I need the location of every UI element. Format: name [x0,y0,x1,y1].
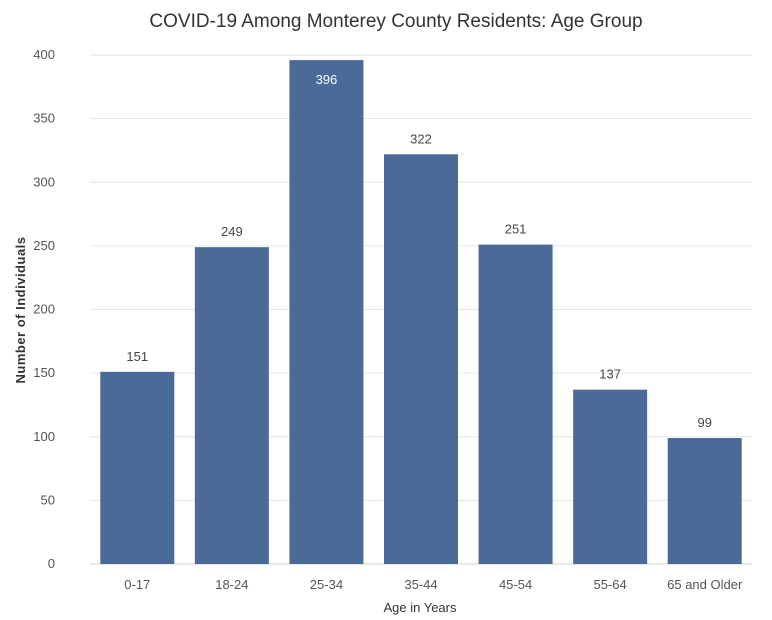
data-label: 249 [221,224,243,239]
y-tick-label: 400 [33,47,55,62]
x-tick-label: 0-17 [124,577,150,592]
data-label: 137 [599,367,621,382]
y-tick-label: 350 [33,111,55,126]
bar-25-34 [289,60,364,565]
axis-ticks: 0 50 100 150 200 250 300 350 400 0-17 18-24 25-34 35… [33,47,743,592]
y-axis-label: Number of Individuals [13,236,28,383]
y-tick-label: 0 [48,556,55,571]
bars [100,60,742,565]
x-tick-label: 45-54 [499,577,532,592]
x-tick-label: 25-34 [310,577,343,592]
data-label: 322 [410,131,432,146]
data-label: 151 [126,349,148,364]
y-tick-label: 50 [41,492,55,507]
data-label: 251 [505,222,527,237]
y-tick-label: 300 [33,174,55,189]
bar-65-and-older [667,438,742,564]
data-label: 99 [697,415,711,430]
x-tick-label: 55-64 [594,577,627,592]
data-label: 396 [316,72,338,87]
bar-35-44 [384,154,458,564]
y-tick-label: 100 [33,429,55,444]
x-axis-label: Age in Years [383,600,457,615]
x-tick-label: 18-24 [215,577,248,592]
y-tick-label: 250 [33,238,55,253]
bar-55-64 [573,389,648,564]
bar-18-24 [194,247,269,564]
x-tick-label: 35-44 [404,577,437,592]
data-labels: 151 249 396 322 251 137 99 [126,72,712,430]
bar-0-17 [100,371,175,564]
y-tick-label: 200 [33,302,55,317]
bar-45-54 [478,244,553,565]
chart-title: COVID-19 Among Monterey County Residents… [149,11,642,32]
y-tick-label: 150 [33,365,55,380]
x-tick-label: 65 and Older [667,577,743,592]
